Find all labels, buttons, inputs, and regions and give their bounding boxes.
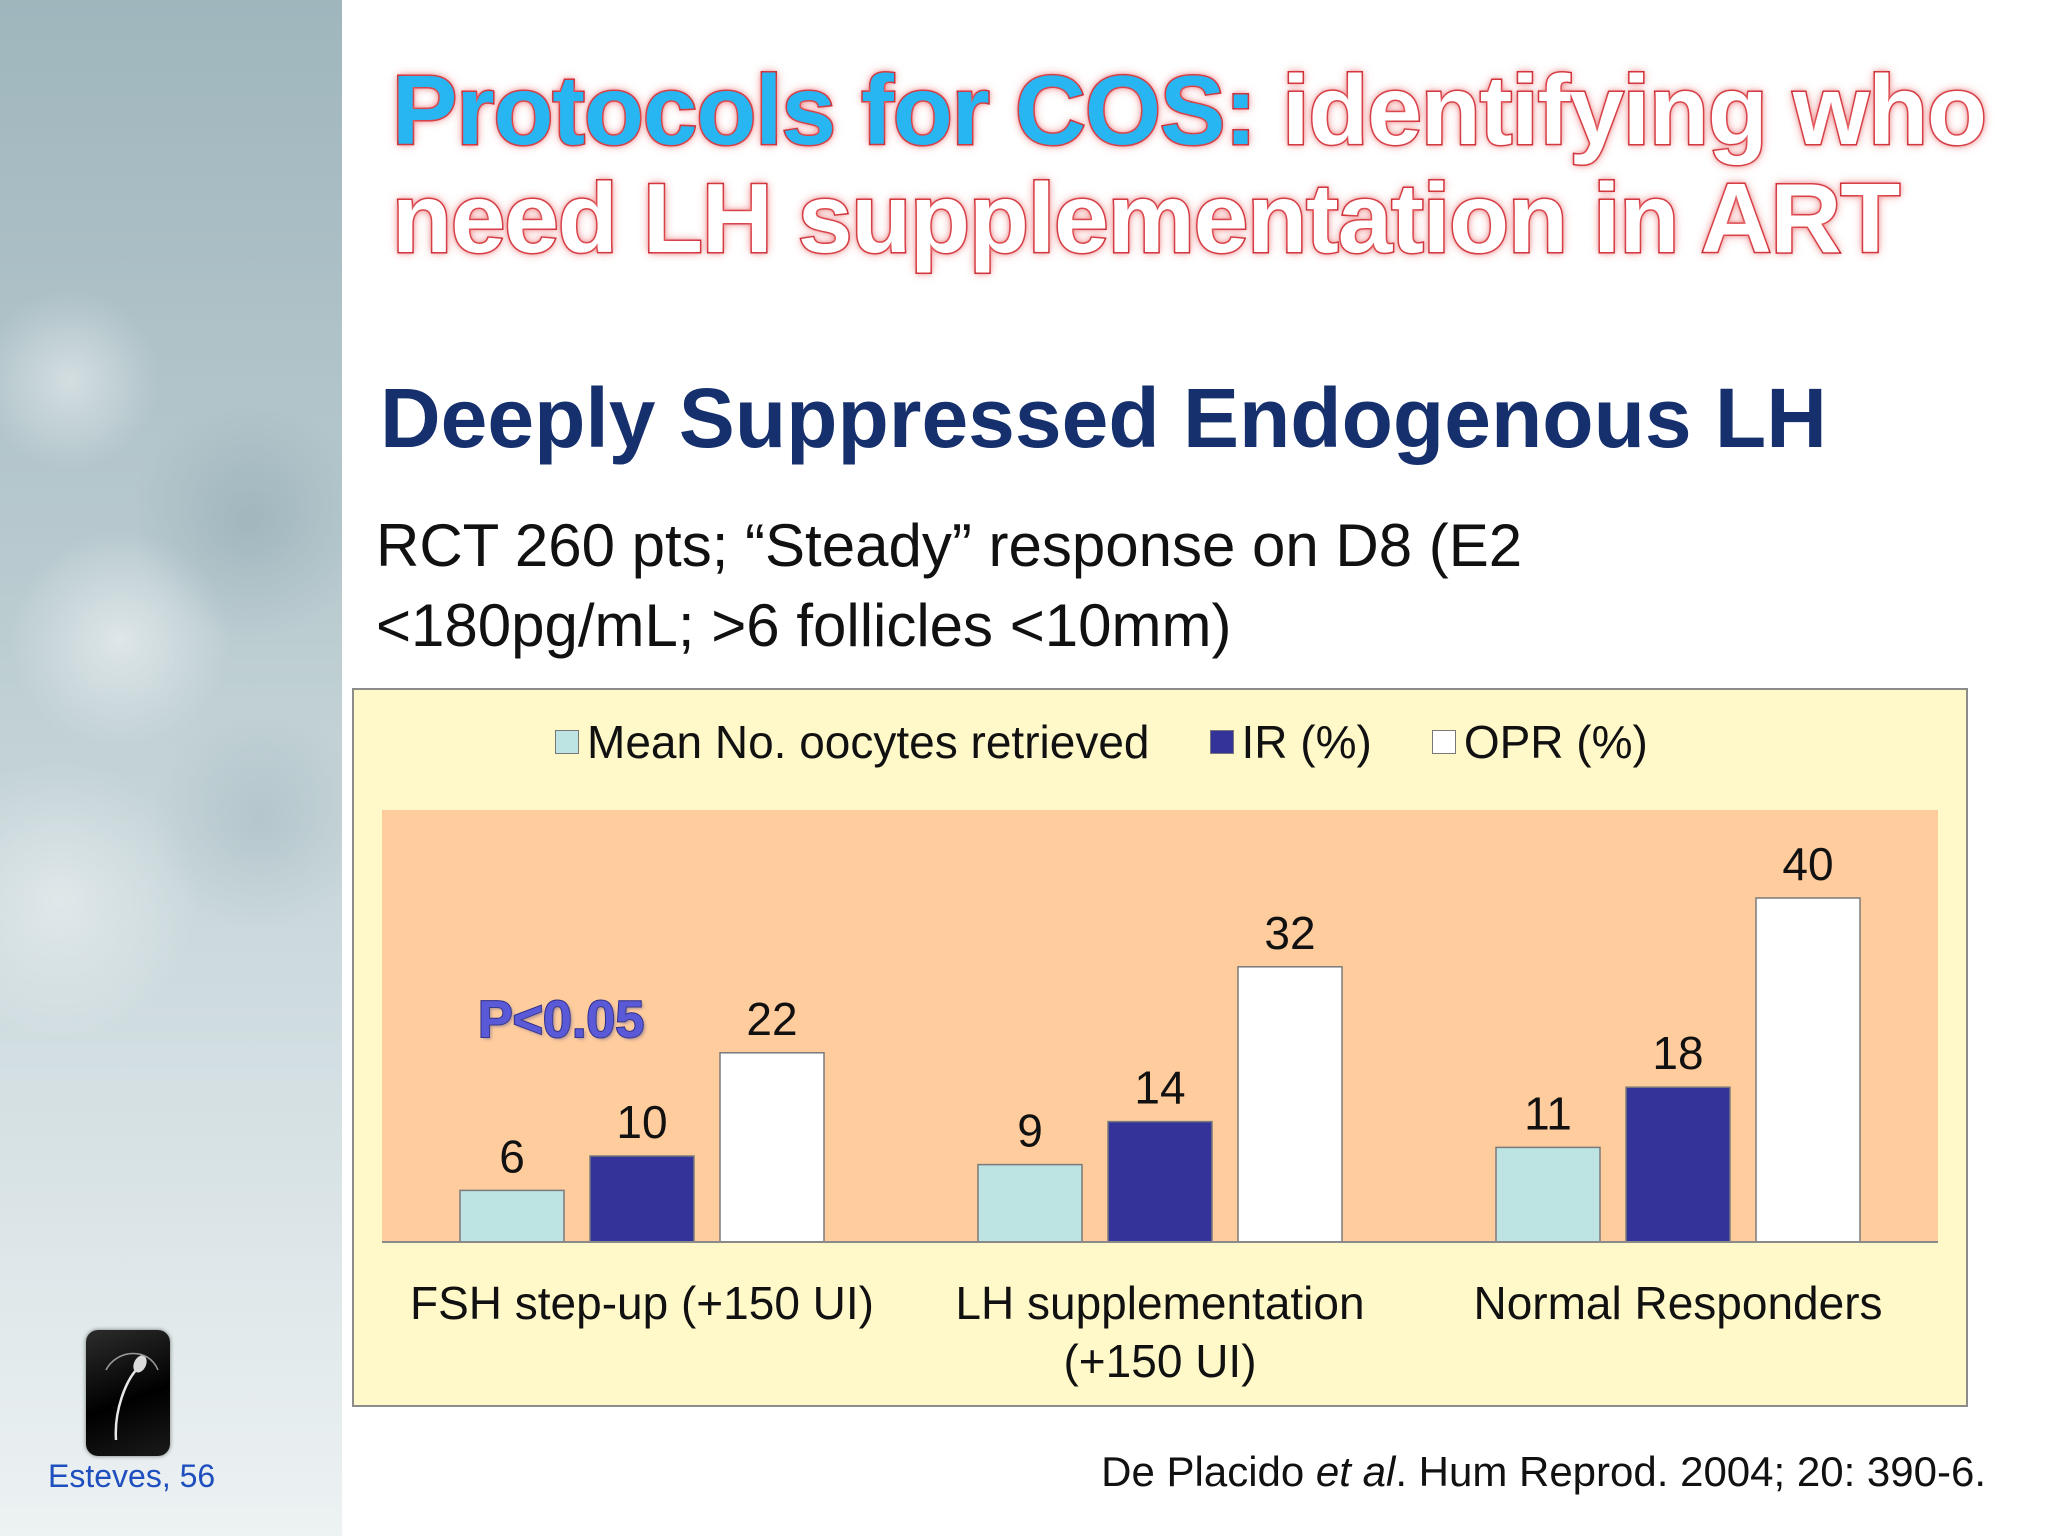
sperm-logo-icon — [105, 1352, 159, 1441]
legend-label-oocytes: Mean No. oocytes retrieved — [587, 716, 1150, 768]
data-label-opr-1: 32 — [1264, 907, 1315, 959]
bar-ir-1 — [1107, 1120, 1213, 1243]
legend-item-ir: IR (%) — [1209, 715, 1372, 769]
data-label-oocytes-2: 11 — [1524, 1087, 1572, 1139]
legend-item-oocytes: Mean No. oocytes retrieved — [555, 715, 1150, 769]
data-label-ir-2: 18 — [1652, 1027, 1703, 1079]
bar-opr-2 — [1755, 897, 1861, 1243]
data-label-ir-1: 14 — [1134, 1062, 1185, 1114]
citation: De Placido et al. Hum Reprod. 2004; 20: … — [1101, 1448, 1986, 1496]
bar-oocytes-2 — [1495, 1146, 1601, 1243]
slide-subtitle: Deeply Suppressed Endogenous LH — [380, 371, 1827, 465]
logo — [86, 1330, 170, 1456]
description-line-2: <180pg/mL; >6 follicles <10mm) — [376, 592, 1232, 659]
legend-item-opr: OPR (%) — [1431, 715, 1648, 769]
bar-oocytes-0 — [459, 1189, 565, 1243]
description-line-1: RCT 260 pts; “Steady” response on D8 (E2 — [376, 512, 1523, 579]
title-line2: need LH supplementation in ART — [390, 163, 1901, 274]
study-description: RCT 260 pts; “Steady” response on D8 (E2… — [376, 506, 1976, 666]
citation-reference: . Hum Reprod. 2004; 20: 390-6. — [1395, 1448, 1986, 1495]
bar-ir-2 — [1625, 1086, 1731, 1243]
category-label-line: Normal Responders — [1473, 1277, 1883, 1329]
chart-legend: Mean No. oocytes retrieved IR (%) OPR (%… — [555, 712, 1708, 772]
sidebar-background — [0, 0, 342, 1536]
category-label-line: FSH step-up (+150 UI) — [409, 1277, 875, 1329]
legend-swatch-oocytes — [555, 730, 579, 754]
title-rest: identifying who — [1256, 55, 1989, 166]
citation-et-al: et al — [1315, 1448, 1396, 1495]
citation-authors: De Placido — [1101, 1448, 1316, 1495]
bar-oocytes-1 — [977, 1163, 1083, 1243]
data-label-ir-0: 10 — [616, 1096, 667, 1148]
category-label-fsh-step-up: FSH step-up (+150 UI) — [382, 1274, 902, 1332]
legend-swatch-opr — [1431, 730, 1456, 754]
bar-opr-0 — [719, 1052, 825, 1243]
bar-ir-0 — [589, 1155, 695, 1243]
slide-title: Protocols for COS: identifying who need … — [390, 55, 2012, 274]
category-label-line: (+150 UI) — [1063, 1335, 1257, 1387]
legend-swatch-ir — [1209, 730, 1234, 754]
data-label-oocytes-0: 6 — [499, 1130, 525, 1182]
legend-label-opr: OPR (%) — [1463, 716, 1648, 768]
footer-author: Esteves, 56 — [48, 1458, 216, 1494]
data-label-opr-2: 40 — [1782, 838, 1833, 890]
data-label-oocytes-1: 9 — [1017, 1105, 1043, 1157]
data-label-opr-0: 22 — [746, 993, 797, 1045]
category-label-line: LH supplementation — [955, 1277, 1365, 1329]
bar-opr-1 — [1237, 966, 1343, 1243]
category-label-normal-responders: Normal Responders — [1418, 1274, 1938, 1332]
category-label-lh-supplementation: LH supplementation (+150 UI) — [900, 1274, 1420, 1390]
legend-label-ir: IR (%) — [1241, 716, 1372, 768]
title-accent: Protocols for COS: — [390, 55, 1258, 166]
significance-annotation: P<0.05 — [477, 990, 645, 1050]
